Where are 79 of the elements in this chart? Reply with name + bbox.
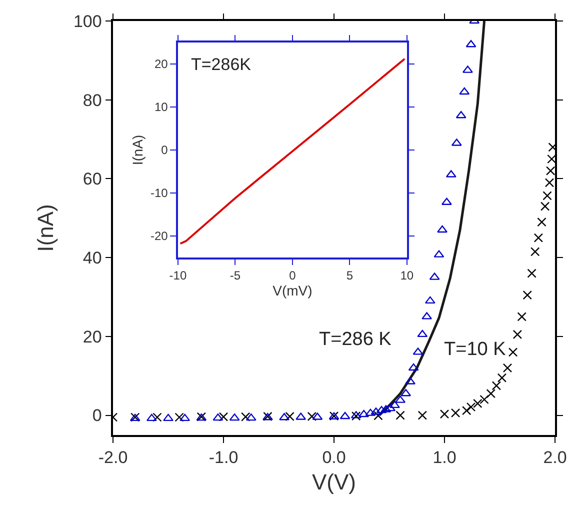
point [544,178,554,188]
y-tick-label: 100 [73,12,102,31]
y-tick-label: 60 [82,170,102,189]
y-tick-label: 10 [154,100,168,114]
x-tick-label: -10 [169,268,187,283]
point [418,410,427,420]
point [352,411,361,421]
y-axis-title: I(nA) [32,204,58,252]
point [390,400,400,408]
point [517,312,526,322]
point [218,412,228,422]
point [512,330,522,340]
point [450,408,460,418]
point [285,412,294,422]
point [466,402,476,412]
point [534,233,544,242]
point [480,394,489,404]
point [547,154,555,164]
x-tick-label: 2.0 [543,448,567,468]
point [459,87,470,95]
point [358,410,370,418]
point [241,412,250,422]
point [462,406,472,416]
annotation: T=286K [191,55,252,74]
y-tick-label: 80 [82,90,102,110]
y-tick-label: 0 [92,406,102,426]
point [174,412,184,422]
x-tick-label: -5 [230,268,241,283]
point [163,414,174,422]
point [307,412,316,422]
x-tick-label: 1.0 [432,448,456,468]
point [340,412,350,420]
point [146,414,157,422]
point [530,247,540,256]
x-tick-label: 0 [289,268,296,283]
point [546,166,555,176]
y-tick-label: 20 [154,57,168,72]
y-tick-label: 0 [161,143,168,158]
point [522,290,532,300]
point [440,410,450,419]
x-tick-label: -1.0 [208,448,238,468]
point [424,296,436,304]
annotation: T=286 K [319,329,392,350]
point [405,377,416,384]
annotation: T=10 K [444,339,506,360]
y-tick-label: -10 [150,186,168,200]
point [396,410,405,420]
point [417,330,428,338]
x-tick-label: 0.0 [322,448,346,468]
point [152,412,162,422]
y-tick-label: 40 [82,248,102,268]
point [279,413,290,420]
point [376,406,387,414]
point [527,268,536,278]
y-tick-label: 20 [82,327,102,346]
x-tick-label: -2.0 [98,448,128,468]
x-axis-title: V(V) [312,470,356,495]
point [473,398,482,408]
point [492,381,502,390]
point [486,389,496,398]
point [542,191,552,200]
x-axis-title: V(mV) [272,282,312,299]
x-tick-label: 10 [400,268,414,283]
point [212,413,224,421]
x-tick-label: 5 [346,268,354,283]
line-series [179,58,406,245]
point [229,413,240,421]
point [502,363,512,373]
y-tick-label: -20 [150,229,168,244]
y-axis-title: I(nA) [130,134,146,166]
point [408,363,419,371]
point [537,217,546,227]
point [437,225,448,233]
point [385,404,396,412]
point [497,373,507,382]
point [246,413,256,421]
point [540,202,550,211]
point [180,414,190,422]
point [508,348,518,357]
